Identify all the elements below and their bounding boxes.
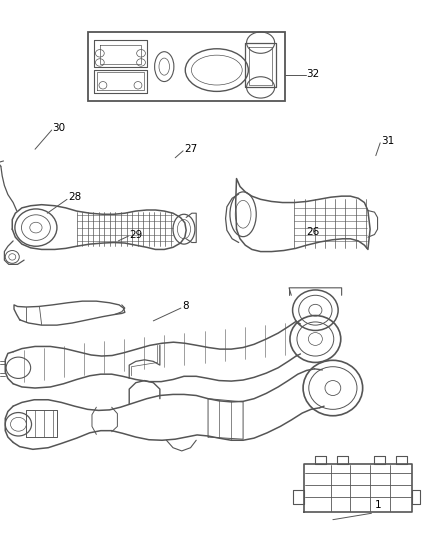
Text: 28: 28	[68, 192, 81, 202]
Text: 32: 32	[307, 69, 320, 78]
Text: 27: 27	[184, 144, 197, 154]
Text: 26: 26	[307, 227, 320, 237]
Text: 8: 8	[182, 302, 188, 311]
Bar	[88, 32, 285, 101]
Text: 30: 30	[53, 123, 66, 133]
Text: 29: 29	[129, 230, 142, 239]
Text: 1: 1	[374, 500, 381, 510]
Text: 31: 31	[381, 136, 394, 146]
